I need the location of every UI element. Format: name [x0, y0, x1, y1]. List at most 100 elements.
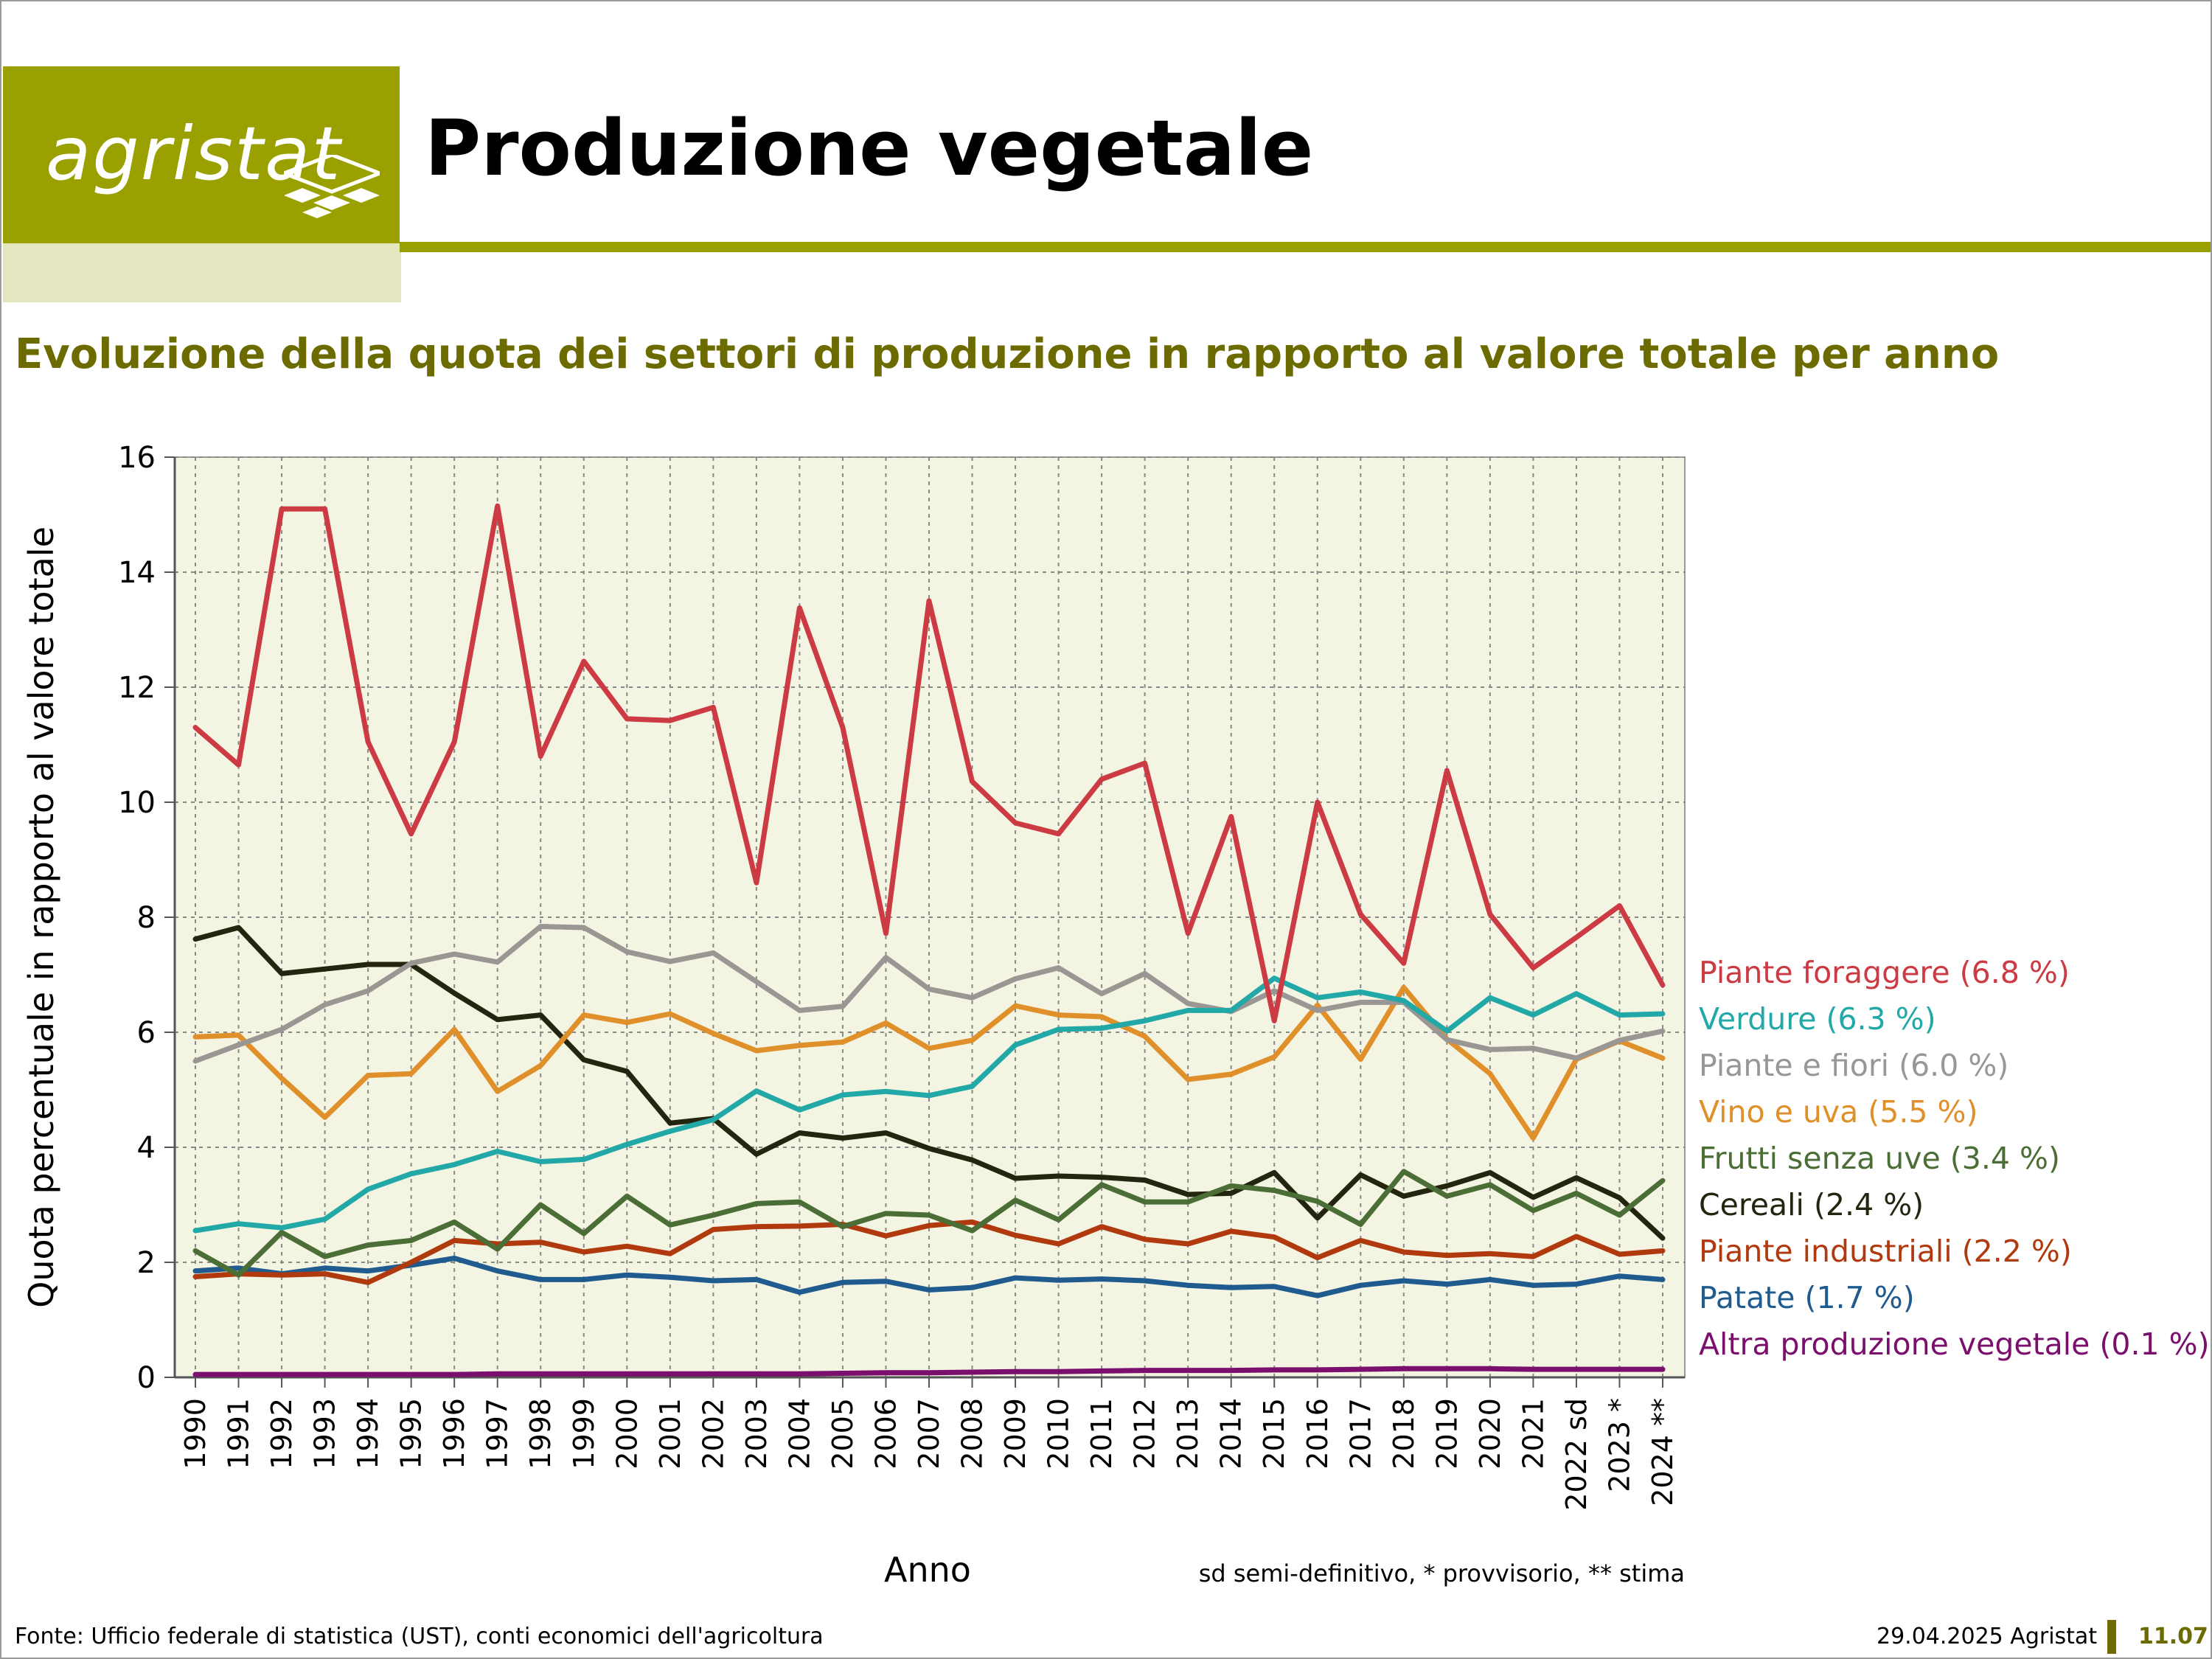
data-point	[797, 1107, 802, 1113]
x-axis-label: Anno	[884, 1550, 971, 1590]
data-point	[1444, 768, 1450, 773]
x-tick-label: 2009	[999, 1398, 1032, 1470]
data-point	[1573, 991, 1579, 996]
data-point	[1272, 975, 1277, 981]
data-point	[1617, 1012, 1622, 1018]
data-point	[1660, 1248, 1665, 1253]
data-point	[840, 1004, 845, 1009]
data-point	[322, 1271, 327, 1276]
data-point	[1617, 1252, 1622, 1257]
data-point	[840, 1371, 845, 1376]
data-point	[1099, 1026, 1105, 1031]
data-point	[1401, 961, 1406, 966]
data-point	[366, 740, 371, 745]
data-point	[711, 1227, 716, 1232]
data-point	[538, 1277, 543, 1282]
data-point	[236, 762, 241, 768]
data-point	[1573, 935, 1579, 940]
data-point	[538, 754, 543, 759]
data-point	[452, 740, 457, 745]
data-point	[193, 1228, 198, 1234]
data-point	[1401, 1249, 1406, 1254]
data-point	[1617, 1273, 1622, 1279]
x-tick-label: 2006	[869, 1398, 902, 1470]
data-point	[581, 1371, 586, 1377]
data-point	[1272, 1170, 1277, 1175]
data-point	[1272, 1018, 1277, 1023]
data-point	[970, 1369, 975, 1374]
data-point	[495, 1017, 500, 1022]
data-point	[1099, 1014, 1105, 1019]
data-point	[1660, 1277, 1665, 1282]
x-tick-label: 1996	[438, 1398, 470, 1470]
data-point	[1401, 1366, 1406, 1371]
x-tick-label: 2010	[1043, 1398, 1075, 1470]
data-point	[366, 1073, 371, 1078]
data-point	[1228, 1191, 1234, 1196]
x-tick-label: 2015	[1258, 1398, 1290, 1470]
data-point	[797, 1043, 802, 1048]
data-point	[1315, 1008, 1320, 1013]
y-tick-label: 0	[137, 1361, 156, 1395]
data-point	[495, 1371, 500, 1377]
data-point	[1315, 1215, 1320, 1220]
data-point	[452, 990, 457, 995]
data-point	[1228, 814, 1234, 819]
data-point	[408, 1260, 414, 1265]
data-point	[322, 1372, 327, 1377]
y-tick-label: 2	[137, 1246, 156, 1280]
data-point	[1142, 760, 1147, 765]
data-point	[667, 1275, 672, 1280]
data-point	[366, 1186, 371, 1192]
data-point	[927, 1146, 931, 1151]
data-point	[711, 1031, 716, 1036]
data-point	[1358, 1283, 1363, 1288]
data-point	[883, 1234, 888, 1239]
series-6	[192, 924, 1666, 1064]
data-point	[1315, 1199, 1320, 1204]
data-point	[1056, 1369, 1061, 1374]
legend-entry: Patate (1.7 %)	[1699, 1280, 1915, 1315]
data-point	[840, 1093, 845, 1098]
data-point	[1272, 1367, 1277, 1372]
data-point	[1444, 1253, 1450, 1258]
x-tick-label: 1992	[265, 1398, 298, 1470]
data-point	[970, 1285, 975, 1290]
data-point	[1531, 1367, 1536, 1372]
x-tick-label: 2004	[783, 1398, 815, 1470]
data-point	[1186, 1077, 1191, 1082]
data-point	[667, 959, 672, 964]
data-point	[711, 705, 716, 710]
data-point	[1186, 1368, 1191, 1373]
data-point	[538, 1203, 543, 1207]
data-point	[193, 1248, 198, 1253]
series-3	[192, 925, 1666, 1241]
data-point	[1487, 1277, 1492, 1282]
data-point	[1358, 1367, 1363, 1372]
data-point	[1487, 1366, 1492, 1371]
data-point	[711, 1371, 716, 1377]
data-point	[452, 1027, 457, 1032]
y-axis-label: Quota percentuale in rapporto al valore …	[21, 526, 61, 1308]
data-point	[452, 1220, 457, 1225]
data-point	[625, 716, 630, 721]
series-1	[192, 1256, 1666, 1298]
data-point	[1186, 1192, 1191, 1197]
data-point	[1186, 1200, 1191, 1205]
data-point	[883, 1089, 888, 1094]
data-point	[1142, 1178, 1147, 1183]
data-point	[667, 1129, 672, 1134]
data-point	[1272, 1188, 1277, 1193]
data-point	[322, 1254, 327, 1259]
data-point	[1056, 1027, 1061, 1032]
data-point	[581, 1057, 586, 1062]
data-point	[1531, 1254, 1536, 1259]
data-point	[1315, 1255, 1320, 1260]
x-tick-label: 2011	[1085, 1398, 1118, 1470]
data-point	[1617, 1195, 1622, 1200]
data-point	[927, 1370, 931, 1375]
data-point	[1013, 1176, 1018, 1181]
x-tick-label: 2014	[1215, 1398, 1248, 1470]
data-point	[754, 1088, 759, 1093]
data-point	[1142, 971, 1147, 976]
